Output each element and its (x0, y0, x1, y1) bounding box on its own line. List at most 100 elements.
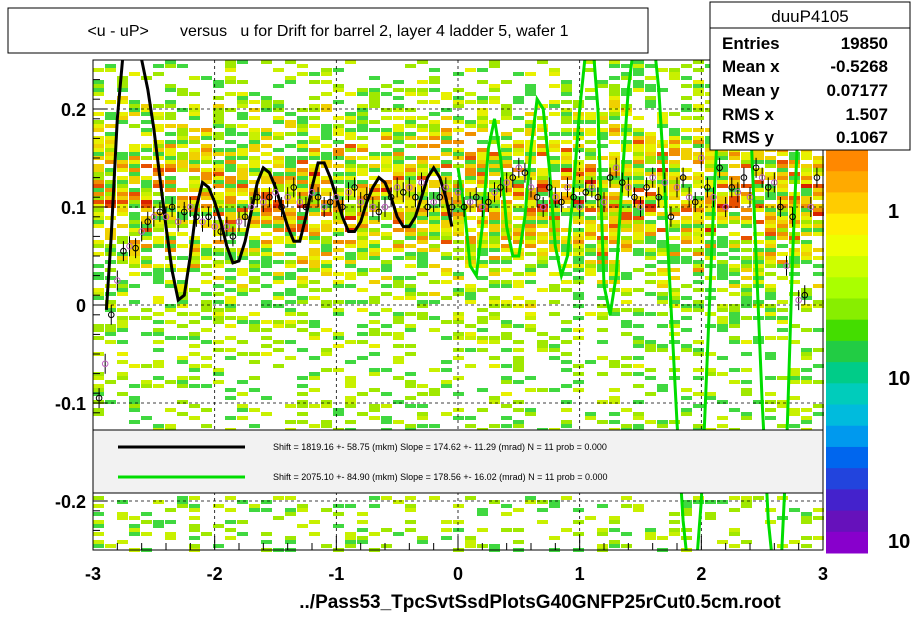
heatmap-cell (801, 328, 812, 332)
heatmap-cell (489, 84, 500, 88)
heatmap-cell (729, 200, 740, 204)
heatmap-cell (501, 336, 512, 340)
profile-point (308, 189, 316, 196)
heatmap-cell (393, 344, 404, 348)
heatmap-cell (309, 252, 320, 256)
heatmap-cell (645, 528, 656, 532)
heatmap-cell (261, 240, 272, 244)
heatmap-cell (105, 544, 116, 548)
heatmap-cell (393, 140, 404, 144)
title-box-frame (7, 7, 649, 54)
heatmap-cell (561, 148, 572, 152)
heatmap-cell (225, 208, 236, 212)
profile-point (162, 213, 170, 221)
heatmap-cell (513, 420, 524, 424)
heatmap-cell (477, 528, 488, 532)
heatmap-cell (189, 180, 200, 184)
heatmap-cell (513, 180, 524, 184)
heatmap-cell (525, 376, 536, 380)
heatmap-cell (225, 68, 236, 72)
heatmap-cell (465, 300, 476, 304)
heatmap-cell (477, 140, 488, 144)
heatmap-cell (453, 116, 464, 120)
heatmap-cell (297, 300, 308, 304)
heatmap-cell (309, 296, 320, 300)
heatmap-cell (381, 368, 392, 372)
heatmap-cell (177, 288, 188, 292)
y-tick-label: 0 (76, 296, 86, 316)
heatmap-cell (813, 364, 824, 368)
heatmap-cell (585, 272, 596, 276)
heatmap-cell (93, 192, 104, 196)
heatmap-cell (441, 232, 452, 236)
heatmap-cell (537, 124, 548, 128)
heatmap-cell (117, 320, 128, 324)
heatmap-cell (525, 132, 536, 136)
heatmap-cell (561, 248, 572, 252)
heatmap-cell (393, 420, 404, 424)
heatmap-cell (633, 220, 644, 224)
heatmap-cell (729, 304, 740, 308)
heatmap-cell (249, 236, 260, 240)
heatmap-cell (705, 240, 716, 244)
heatmap-cell (417, 212, 428, 216)
heatmap-cell (645, 144, 656, 148)
heatmap-cell (153, 184, 164, 188)
heatmap-cell (117, 316, 128, 320)
heatmap-cell (741, 268, 752, 272)
heatmap-cell (441, 296, 452, 300)
legend-entry-black: Shift = 1819.16 +- 58.75 (mkm) Slope = 1… (273, 442, 607, 452)
heatmap-cell (537, 188, 548, 192)
heatmap-cell (369, 232, 380, 236)
heatmap-cell (657, 116, 668, 120)
heatmap-cell (645, 212, 656, 216)
heatmap-cell (573, 276, 584, 280)
heatmap-cell (369, 164, 380, 168)
heatmap-cell (645, 532, 656, 536)
heatmap-cell (657, 324, 668, 328)
heatmap-cell (393, 160, 404, 164)
heatmap-cell (753, 232, 764, 236)
heatmap-cell (537, 180, 548, 184)
heatmap-cell (117, 352, 128, 356)
heatmap-cell (669, 144, 680, 148)
heatmap-cell (477, 116, 488, 120)
heatmap-cell (405, 156, 416, 160)
heatmap-cell (345, 536, 356, 540)
heatmap-cell (201, 160, 212, 164)
heatmap-cell (513, 368, 524, 372)
heatmap-cell (525, 500, 536, 504)
heatmap-cell (321, 144, 332, 148)
heatmap-cell (153, 520, 164, 524)
heatmap-cell (513, 304, 524, 308)
heatmap-cell (693, 228, 704, 232)
heatmap-cell (225, 220, 236, 224)
heatmap-cell (573, 100, 584, 104)
heatmap-cell (729, 532, 740, 536)
heatmap-cell (657, 188, 668, 192)
heatmap-cell (765, 228, 776, 232)
heatmap-cell (621, 228, 632, 232)
heatmap-cell (213, 200, 224, 204)
heatmap-cell (393, 284, 404, 288)
profile-point (399, 189, 407, 196)
heatmap-cell (237, 192, 248, 196)
heatmap-cell (321, 252, 332, 256)
heatmap-cell (321, 420, 332, 424)
heatmap-cell (333, 344, 344, 348)
heatmap-cell (117, 240, 128, 244)
heatmap-cell (489, 204, 500, 208)
heatmap-cell (513, 284, 524, 288)
heatmap-cell (285, 184, 296, 188)
heatmap-cell (309, 152, 320, 156)
profile-point (600, 198, 608, 206)
heatmap-cell (801, 156, 812, 160)
profile-point (235, 218, 243, 225)
heatmap-cell (261, 248, 272, 252)
heatmap-cell (777, 320, 788, 324)
heatmap-cell (693, 268, 704, 272)
heatmap-cell (141, 132, 152, 136)
heatmap-cell (441, 220, 452, 224)
heatmap-cell (537, 152, 548, 156)
heatmap-cell (693, 308, 704, 312)
